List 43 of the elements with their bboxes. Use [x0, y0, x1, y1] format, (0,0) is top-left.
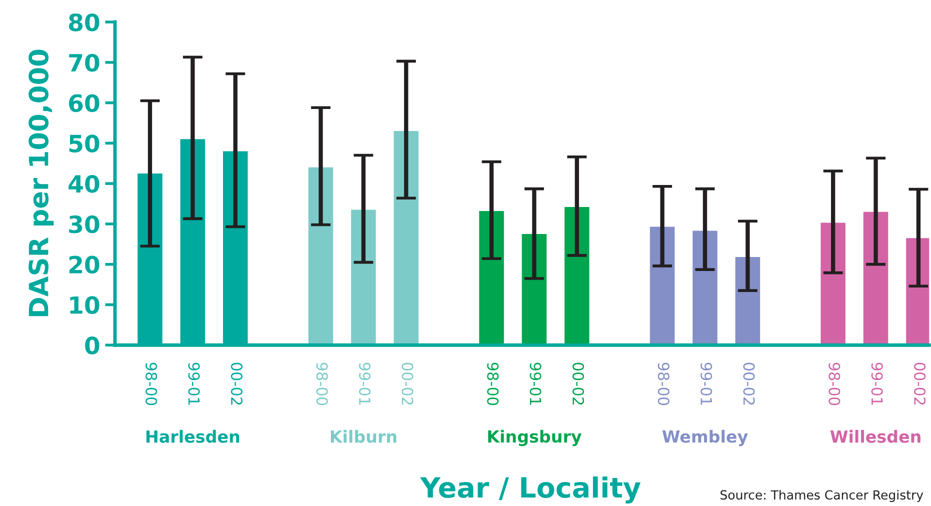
source-note: Source: Thames Cancer Registry	[720, 490, 924, 502]
bar	[564, 206, 590, 346]
bar	[394, 131, 419, 346]
text: Kingsbury	[488, 430, 582, 446]
y-tick-label: 0	[85, 336, 100, 354]
x-tick-label: 98-00	[658, 362, 670, 406]
x-tick-label: 00-02	[572, 362, 584, 405]
text: Willesden	[830, 430, 920, 443]
bar	[906, 238, 930, 346]
bar	[863, 212, 888, 346]
text: Kilburn	[330, 430, 396, 443]
x-tick-label: 99-01	[530, 362, 542, 405]
x-tick-label: 00-02	[743, 362, 755, 405]
y-tick-label: 70	[69, 54, 100, 72]
y-tick-label: 20	[69, 256, 100, 274]
bar	[820, 222, 846, 346]
x-tick-label: 98-00	[316, 362, 328, 406]
y-tick-label: 30	[69, 215, 100, 234]
x-tick-label: 99-01	[359, 362, 371, 405]
x-tick-label: 98-00	[146, 362, 158, 406]
bar	[479, 211, 504, 346]
bar	[351, 210, 376, 346]
x-axis-title: Year / Locality	[420, 476, 641, 504]
y-tick-label: 80	[68, 13, 100, 32]
y-tick-label: 10	[70, 296, 100, 314]
bar	[650, 226, 675, 346]
x-tick-label: 00-02	[230, 362, 242, 405]
text: Wembley	[662, 430, 748, 446]
bar	[735, 257, 760, 346]
x-tick-label: 00-02	[402, 362, 414, 405]
x-tick-label: 99-01	[871, 362, 883, 405]
bar	[308, 167, 334, 346]
y-tick-label: 60	[69, 94, 100, 112]
x-tick-label: 99-01	[700, 362, 712, 405]
y-axis-title: DASR per 100,000	[28, 50, 54, 316]
x-tick-label: 99-01	[188, 362, 200, 405]
bar	[692, 230, 718, 346]
y-tick-label: 50	[69, 134, 100, 152]
text: Harlesden	[146, 430, 240, 443]
x-tick-label: 98-00	[487, 362, 499, 406]
y-tick-label: 40	[68, 175, 100, 193]
x-tick-label: 00-02	[914, 362, 926, 405]
x-tick-label: 98-00	[828, 362, 840, 406]
